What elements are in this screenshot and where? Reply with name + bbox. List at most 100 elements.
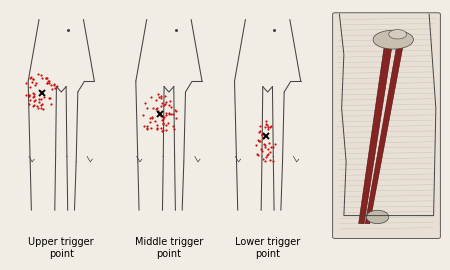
- Point: [160, 120, 167, 125]
- Point: [34, 106, 41, 110]
- Point: [263, 153, 270, 157]
- Point: [152, 119, 159, 123]
- Point: [153, 126, 160, 130]
- Point: [54, 84, 61, 88]
- Point: [254, 153, 261, 157]
- Point: [259, 132, 266, 136]
- Point: [147, 94, 154, 99]
- Point: [48, 102, 55, 106]
- Point: [256, 130, 263, 134]
- Point: [38, 102, 45, 107]
- Point: [155, 91, 162, 96]
- Point: [256, 139, 264, 143]
- Point: [48, 86, 55, 91]
- Point: [27, 85, 34, 90]
- Text: Upper trigger
point: Upper trigger point: [28, 237, 94, 259]
- Point: [152, 107, 159, 111]
- Point: [162, 128, 169, 133]
- Point: [32, 81, 39, 85]
- Point: [41, 94, 48, 99]
- Point: [165, 112, 172, 116]
- Point: [30, 76, 37, 81]
- Point: [35, 97, 42, 101]
- Point: [259, 149, 266, 153]
- Point: [254, 152, 261, 156]
- Ellipse shape: [373, 30, 414, 49]
- Point: [158, 104, 165, 108]
- Point: [29, 80, 36, 84]
- Point: [158, 101, 166, 106]
- Point: [259, 157, 266, 161]
- Point: [173, 116, 180, 121]
- Point: [51, 86, 59, 90]
- FancyBboxPatch shape: [333, 13, 441, 238]
- Point: [38, 106, 45, 110]
- Point: [154, 123, 161, 127]
- Point: [169, 124, 176, 129]
- Point: [27, 75, 35, 79]
- Point: [140, 124, 148, 129]
- Point: [37, 73, 44, 77]
- Point: [172, 107, 179, 112]
- Point: [45, 79, 53, 83]
- Point: [46, 96, 54, 100]
- Point: [164, 121, 171, 125]
- Point: [159, 129, 166, 133]
- Point: [160, 122, 167, 126]
- Point: [44, 81, 51, 86]
- Point: [45, 96, 53, 100]
- Point: [156, 95, 163, 99]
- Point: [266, 125, 273, 130]
- Ellipse shape: [389, 30, 407, 39]
- Point: [27, 98, 34, 102]
- Point: [158, 118, 166, 122]
- Point: [50, 83, 58, 87]
- Point: [261, 125, 268, 130]
- Point: [143, 127, 150, 131]
- Point: [264, 126, 271, 131]
- Point: [262, 122, 270, 127]
- Point: [157, 126, 164, 130]
- Point: [159, 116, 166, 121]
- Point: [162, 94, 169, 98]
- Point: [37, 103, 45, 107]
- Point: [256, 129, 263, 133]
- Point: [148, 116, 156, 120]
- Point: [263, 155, 270, 160]
- Point: [160, 103, 167, 107]
- Point: [160, 115, 167, 120]
- Point: [31, 92, 38, 96]
- Point: [252, 143, 259, 147]
- Point: [161, 102, 168, 107]
- Point: [261, 145, 269, 150]
- Point: [146, 120, 153, 124]
- Point: [144, 126, 151, 130]
- Point: [47, 83, 54, 87]
- Point: [162, 113, 169, 117]
- Point: [27, 76, 34, 80]
- Point: [29, 95, 36, 99]
- Point: [162, 111, 169, 115]
- Point: [39, 76, 46, 81]
- Point: [50, 82, 58, 86]
- Point: [148, 115, 155, 119]
- Point: [22, 80, 30, 85]
- Point: [158, 93, 165, 98]
- Polygon shape: [359, 33, 394, 224]
- Point: [33, 104, 40, 108]
- Point: [140, 113, 147, 117]
- Point: [42, 76, 50, 80]
- Point: [170, 112, 177, 116]
- Point: [36, 89, 44, 93]
- Point: [167, 105, 175, 109]
- Point: [147, 115, 154, 120]
- Point: [261, 143, 268, 147]
- Point: [31, 99, 38, 103]
- Point: [167, 99, 174, 103]
- Point: [45, 81, 52, 85]
- Point: [36, 100, 43, 104]
- Point: [154, 109, 162, 113]
- Point: [147, 126, 154, 130]
- Point: [264, 147, 271, 151]
- Point: [272, 142, 279, 146]
